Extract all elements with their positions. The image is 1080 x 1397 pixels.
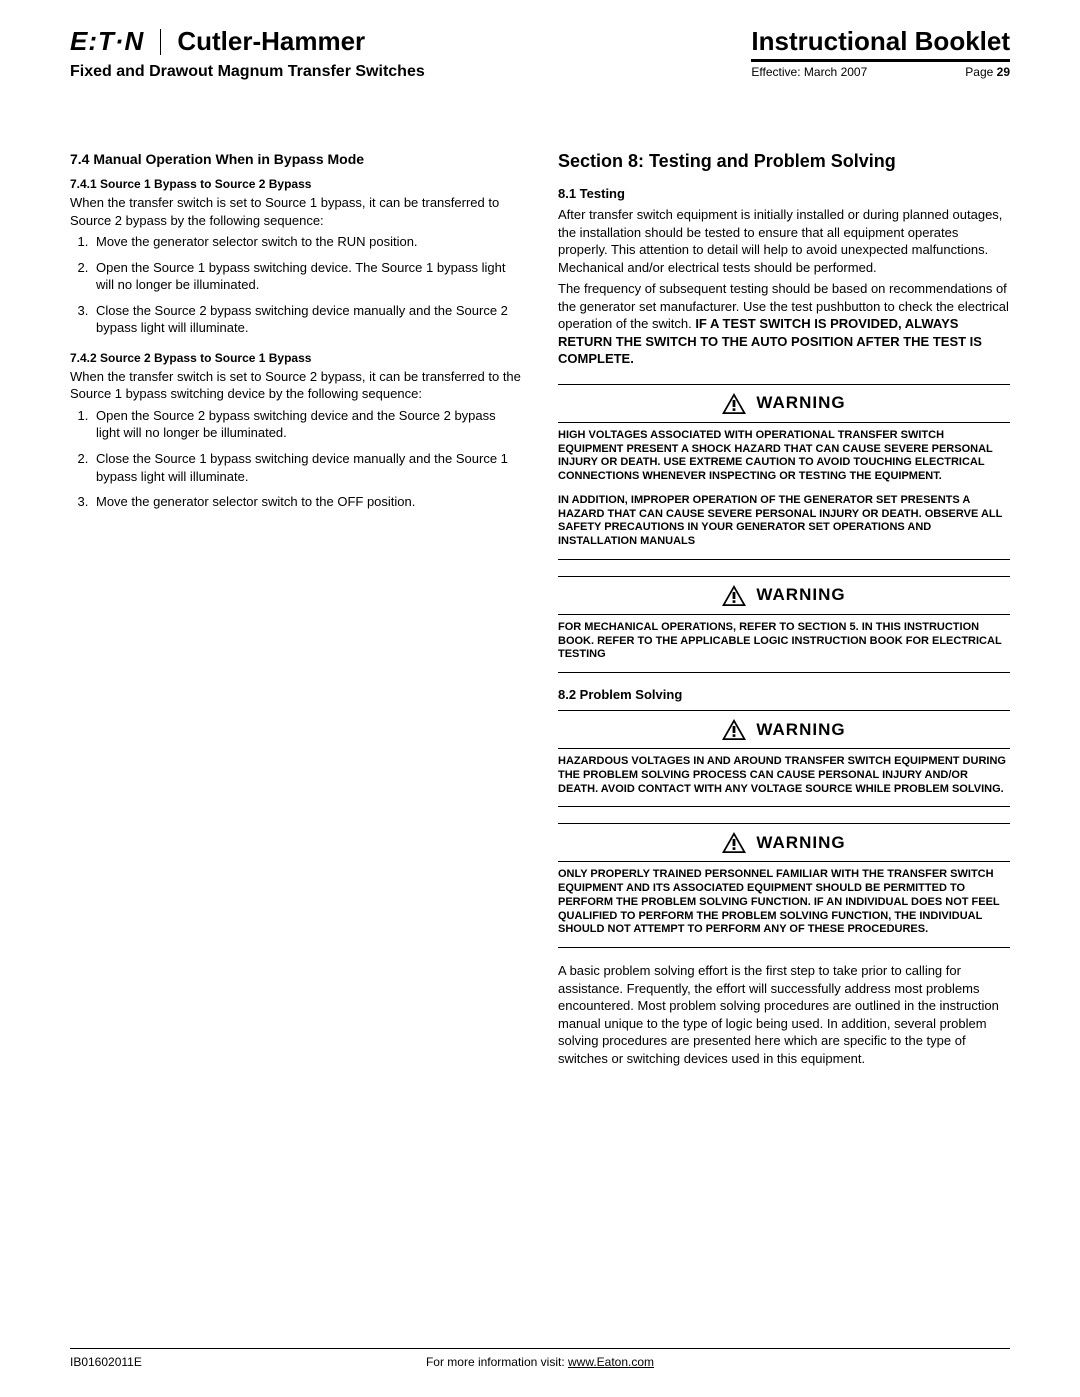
warning-title: WARNING [756, 833, 845, 853]
rule [558, 559, 1010, 560]
list-item: Move the generator selector switch to th… [92, 233, 522, 251]
header-left: E:T·N Cutler-Hammer Fixed and Drawout Ma… [70, 26, 425, 81]
effective-date: Effective: March 2007 [751, 65, 867, 79]
warning-text-3: HAZARDOUS VOLTAGES IN AND AROUND TRANSFE… [558, 755, 1010, 796]
list-item: Close the Source 1 bypass switching devi… [92, 450, 522, 485]
para-8-2: A basic problem solving effort is the fi… [558, 962, 1010, 1067]
footer-center: For more information visit: www.Eaton.co… [70, 1355, 1010, 1369]
list-item: Move the generator selector switch to th… [92, 493, 522, 511]
rule [558, 861, 1010, 862]
para-8-1-a: After transfer switch equipment is initi… [558, 206, 1010, 276]
right-column: Section 8: Testing and Problem Solving 8… [558, 151, 1010, 1071]
booklet-title: Instructional Booklet [751, 26, 1010, 62]
warning-header: WARNING [558, 711, 1010, 748]
list-7-4-1: Move the generator selector switch to th… [70, 233, 522, 337]
heading-8-1: 8.1 Testing [558, 186, 1010, 201]
content-columns: 7.4 Manual Operation When in Bypass Mode… [70, 151, 1010, 1071]
page-number: 29 [997, 65, 1010, 79]
footer-center-text: For more information visit: [426, 1355, 568, 1369]
list-item: Close the Source 2 bypass switching devi… [92, 302, 522, 337]
cutler-hammer-logo: Cutler-Hammer [177, 26, 365, 57]
list-7-4-2: Open the Source 2 bypass switching devic… [70, 407, 522, 511]
warning-block-3: WARNING HAZARDOUS VOLTAGES IN AND AROUND… [558, 710, 1010, 807]
warning-icon [722, 832, 746, 853]
warning-header: WARNING [558, 385, 1010, 422]
eaton-logo: E:T·N [70, 26, 144, 57]
rule [558, 806, 1010, 807]
warning-text-1b: IN ADDITION, IMPROPER OPERATION OF THE G… [558, 494, 1010, 549]
warning-title: WARNING [756, 393, 845, 413]
para-8-1-b: The frequency of subsequent testing shou… [558, 280, 1010, 368]
rule [558, 748, 1010, 749]
warning-icon [722, 585, 746, 606]
list-item: Open the Source 1 bypass switching devic… [92, 259, 522, 294]
para-7-4-1: When the transfer switch is set to Sourc… [70, 194, 522, 229]
warning-text-4: ONLY PROPERLY TRAINED PERSONNEL FAMILIAR… [558, 868, 1010, 937]
heading-7-4-2: 7.4.2 Source 2 Bypass to Source 1 Bypass [70, 351, 522, 365]
effective-line: Effective: March 2007 Page 29 [751, 65, 1010, 79]
warning-text-2: FOR MECHANICAL OPERATIONS, REFER TO SECT… [558, 621, 1010, 662]
warning-title: WARNING [756, 585, 845, 605]
heading-7-4: 7.4 Manual Operation When in Bypass Mode [70, 151, 522, 167]
rule [558, 947, 1010, 948]
rule [558, 672, 1010, 673]
para-7-4-2: When the transfer switch is set to Sourc… [70, 368, 522, 403]
list-item: Open the Source 2 bypass switching devic… [92, 407, 522, 442]
warning-text-1a: HIGH VOLTAGES ASSOCIATED WITH OPERATIONA… [558, 429, 1010, 484]
logo-row: E:T·N Cutler-Hammer [70, 26, 425, 57]
header-right: Instructional Booklet Effective: March 2… [751, 26, 1010, 79]
page-label: Page [965, 65, 993, 79]
rule [558, 422, 1010, 423]
warning-block-1: WARNING HIGH VOLTAGES ASSOCIATED WITH OP… [558, 384, 1010, 560]
warning-header: WARNING [558, 577, 1010, 614]
warning-icon [722, 393, 746, 414]
warning-block-2: WARNING FOR MECHANICAL OPERATIONS, REFER… [558, 576, 1010, 673]
left-column: 7.4 Manual Operation When in Bypass Mode… [70, 151, 522, 1071]
warning-block-4: WARNING ONLY PROPERLY TRAINED PERSONNEL … [558, 823, 1010, 948]
heading-section-8: Section 8: Testing and Problem Solving [558, 151, 1010, 172]
page-indicator: Page 29 [965, 65, 1010, 79]
rule [558, 614, 1010, 615]
heading-8-2: 8.2 Problem Solving [558, 687, 1010, 702]
page-footer: IB01602011E For more information visit: … [70, 1348, 1010, 1369]
warning-header: WARNING [558, 824, 1010, 861]
page-header: E:T·N Cutler-Hammer Fixed and Drawout Ma… [70, 26, 1010, 81]
warning-title: WARNING [756, 720, 845, 740]
warning-icon [722, 719, 746, 740]
footer-link[interactable]: www.Eaton.com [568, 1355, 654, 1369]
heading-7-4-1: 7.4.1 Source 1 Bypass to Source 2 Bypass [70, 177, 522, 191]
logo-divider [160, 29, 161, 55]
document-subtitle: Fixed and Drawout Magnum Transfer Switch… [70, 63, 425, 81]
